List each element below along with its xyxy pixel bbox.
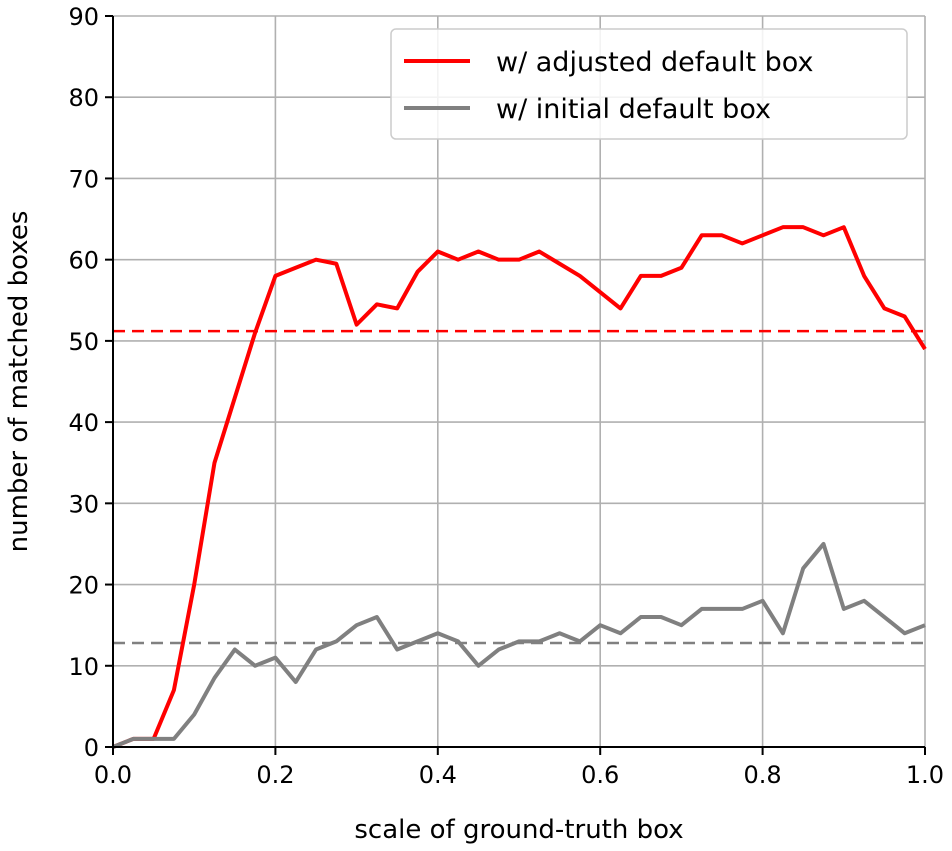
y-tick-label: 0 [84,734,99,762]
y-tick-label: 40 [68,409,99,437]
y-tick-label: 20 [68,572,99,600]
y-tick-label: 30 [68,490,99,518]
y-tick-label: 90 [68,3,99,31]
y-tick-label: 60 [68,247,99,275]
y-tick-label: 10 [68,653,99,681]
legend: w/ adjusted default box w/ initial defau… [390,28,908,140]
y-tick-label: 80 [68,84,99,112]
x-tick-label: 0.6 [581,761,619,789]
x-tick-label: 0.0 [94,761,132,789]
legend-entry-adjusted: w/ adjusted default box [496,47,813,78]
x-tick-label: 0.8 [744,761,782,789]
legend-entry-initial: w/ initial default box [496,94,771,125]
ticks: 0.0 0.2 0.4 0.6 0.8 1.0 0 10 20 30 40 50 60 70 80 90 [68,3,944,789]
y-tick-label: 50 [68,328,99,356]
x-tick-label: 0.4 [419,761,457,789]
y-axis-label: number of matched boxes [4,211,34,553]
series-line-1 [112,541,926,749]
reference-lines [113,329,925,645]
legend-box [390,28,908,140]
series-lines [112,225,927,749]
x-axis-label: scale of ground-truth box [354,815,683,845]
x-tick-label: 1.0 [906,761,944,789]
x-tick-label: 0.2 [256,761,294,789]
y-tick-label: 70 [68,165,99,193]
series-line-0 [112,225,927,749]
axes [112,16,925,748]
